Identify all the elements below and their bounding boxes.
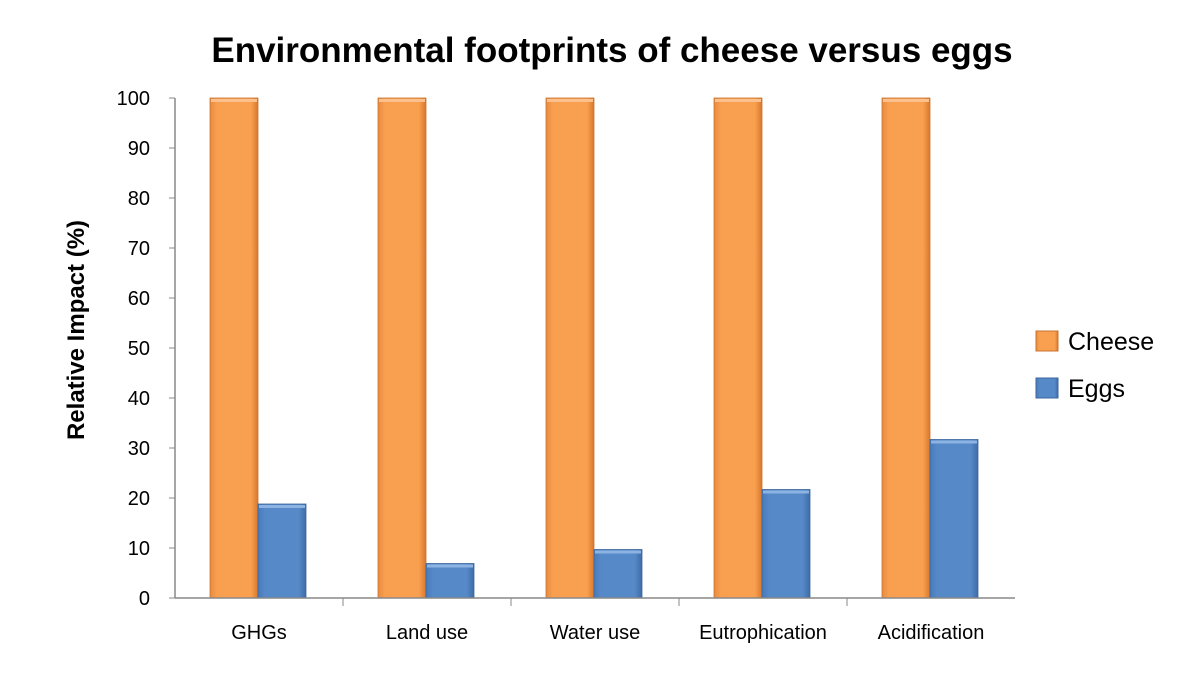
y-tick-label: 0 (139, 588, 150, 610)
y-tick-label: 80 (128, 188, 150, 210)
bar-eggs-ghgs (257, 503, 307, 599)
bar-eggs-land-use (425, 563, 475, 599)
legend: Cheese Eggs (1035, 328, 1154, 403)
bar-highlight (931, 440, 977, 444)
y-tick-label: 20 (128, 488, 150, 510)
bar-highlight (547, 99, 593, 102)
bar-cheese-ghgs (209, 97, 259, 599)
bar-highlight (763, 490, 809, 494)
bar-highlight (211, 99, 257, 102)
y-tick-label: 100 (117, 88, 150, 110)
bar-eggs-water-use (593, 549, 643, 599)
x-tick-label: Acidification (878, 622, 985, 644)
bar-cheese-water-use (545, 97, 595, 599)
x-tick-label: GHGs (231, 622, 287, 644)
legend-swatch-eggs (1035, 377, 1059, 399)
y-tick-label: 60 (128, 288, 150, 310)
chart-title: Environmental footprints of cheese versu… (211, 31, 1012, 70)
x-tick-label: Eutrophication (699, 622, 827, 644)
y-tick-label: 50 (128, 338, 150, 360)
legend-label-cheese: Cheese (1068, 328, 1154, 356)
bar-cheese-eutrophication (713, 97, 763, 599)
bar-highlight (883, 99, 929, 102)
x-tick-label: Land use (386, 622, 468, 644)
bar-highlight (595, 550, 641, 554)
y-tick-label: 30 (128, 438, 150, 460)
y-axis-label: Relative Impact (%) (63, 220, 90, 440)
bar-eggs-acidification (929, 439, 979, 599)
y-tick-label: 40 (128, 388, 150, 410)
bar-highlight (715, 99, 761, 102)
bar-eggs-eutrophication (761, 489, 811, 599)
y-tick-label: 70 (128, 238, 150, 260)
bar-cheese-acidification (881, 97, 931, 599)
y-tick-label: 90 (128, 138, 150, 160)
bar-cheese-land-use (377, 97, 427, 599)
legend-swatch-cheese (1035, 330, 1059, 352)
y-tick-label: 10 (128, 538, 150, 560)
bar-highlight (259, 505, 305, 508)
legend-label-eggs: Eggs (1068, 375, 1125, 403)
bar-highlight (379, 99, 425, 102)
x-tick-label: Water use (550, 622, 640, 644)
bar-highlight (427, 564, 473, 568)
